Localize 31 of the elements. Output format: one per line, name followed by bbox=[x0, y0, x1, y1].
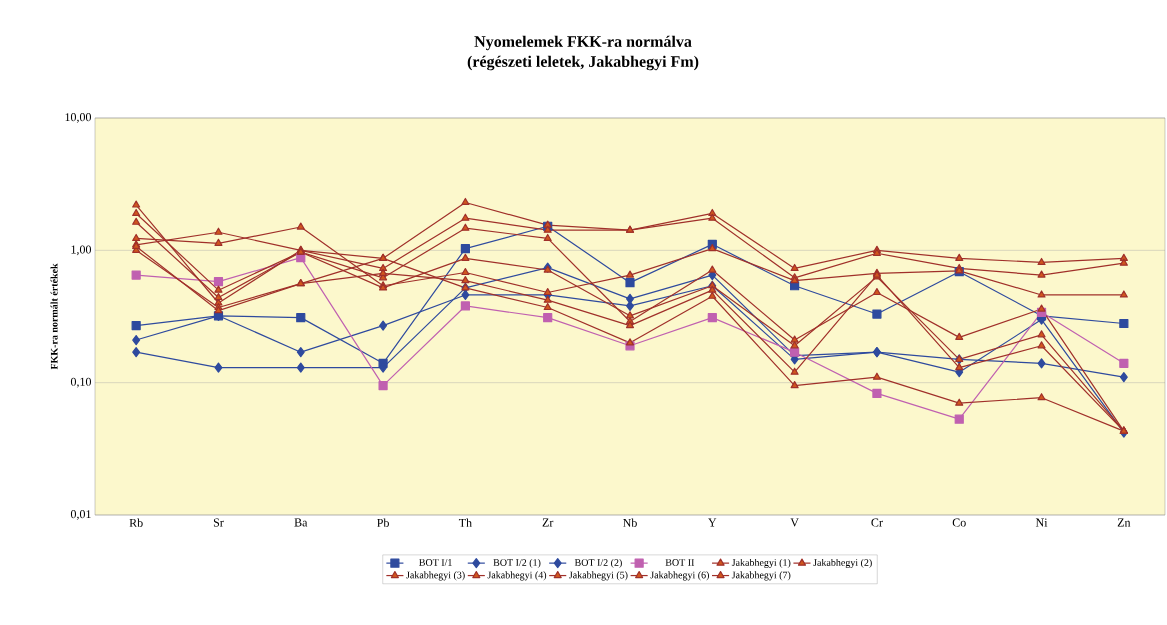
x-tick-label: Ba bbox=[294, 518, 308, 527]
y-tick-label: 0,10 bbox=[70, 377, 92, 388]
y-tick-label: 10,00 bbox=[65, 113, 92, 123]
x-tick-label: Zn bbox=[1117, 518, 1131, 527]
y-tick-label: 1,00 bbox=[71, 245, 92, 256]
x-tick-label: Sr bbox=[213, 518, 224, 527]
legend-label: Jakabhegyi (2) bbox=[813, 558, 872, 569]
chart-subtitle: (régészeti leletek, Jakabhegyi Fm) bbox=[467, 55, 699, 71]
x-tick-label: V bbox=[790, 518, 799, 527]
legend-label: Jakabhegyi (3) bbox=[406, 571, 465, 581]
legend-label: Jakabhegyi (4) bbox=[487, 571, 547, 581]
legend-label: BOT I/2 (2) bbox=[574, 558, 622, 568]
legend-label: BOT I/1 bbox=[419, 559, 452, 566]
legend-label: Jakabhegyi (5) bbox=[569, 571, 628, 581]
y-tick-label: 0,01 bbox=[70, 510, 91, 520]
y-axis-title: FKK-ra normált értékek bbox=[50, 263, 58, 370]
legend-label: BOT II bbox=[665, 559, 695, 566]
x-tick-label: Pb bbox=[377, 518, 389, 527]
legend-label: BOT I/2 (1) bbox=[493, 558, 541, 568]
x-tick-label: Rb bbox=[129, 518, 143, 527]
legend-label: Jakabhegyi (7) bbox=[731, 571, 791, 581]
legend-label: Jakabhegyi (6) bbox=[650, 571, 709, 581]
x-tick-label: Ni bbox=[1035, 518, 1048, 527]
x-tick-label: Y bbox=[708, 518, 717, 527]
legend-label: Jakabhegyi (1) bbox=[731, 558, 791, 569]
x-tick-label: Co bbox=[952, 518, 966, 527]
x-tick-label: Nb bbox=[623, 518, 637, 527]
x-tick-label: Zr bbox=[542, 518, 554, 527]
chart-title: Nyomelemek FKK-ra normálva bbox=[474, 35, 692, 51]
x-tick-label: Cr bbox=[871, 518, 883, 527]
x-tick-label: Th bbox=[458, 518, 472, 527]
